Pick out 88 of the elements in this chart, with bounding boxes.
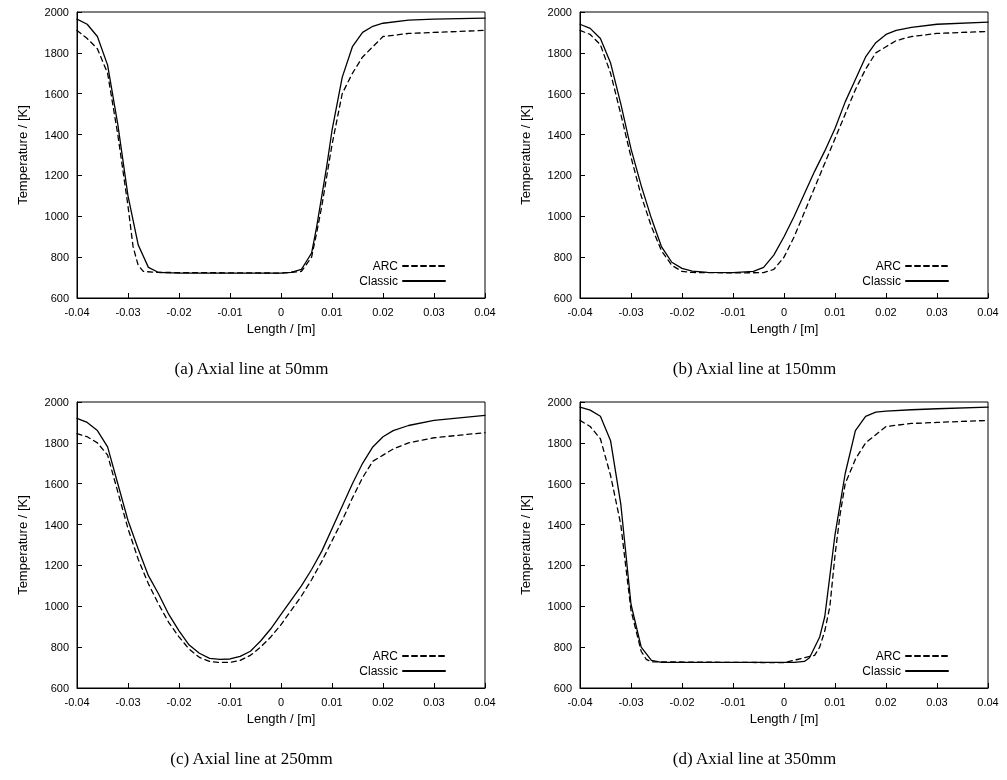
x-tick-label: 0.01 bbox=[824, 695, 846, 708]
x-tick-label: 0.02 bbox=[372, 695, 394, 708]
x-tick-label: 0.03 bbox=[423, 305, 445, 318]
y-tick-label: 800 bbox=[553, 641, 572, 654]
y-tick-label: 1200 bbox=[547, 559, 572, 572]
y-tick-label: 2000 bbox=[547, 6, 572, 18]
y-tick-label: 1800 bbox=[547, 436, 572, 449]
legend-label: ARC bbox=[875, 649, 902, 663]
y-tick-label: 1400 bbox=[547, 128, 572, 141]
x-tick-label: -0.02 bbox=[166, 305, 192, 318]
legend-label: ARC bbox=[372, 259, 399, 273]
y-axis-title: Temperature / [K] bbox=[518, 495, 533, 595]
x-axis-title: Length / [m] bbox=[246, 710, 316, 726]
y-tick-label: 1000 bbox=[547, 600, 572, 613]
y-tick-label: 1800 bbox=[44, 46, 69, 59]
x-tick-label: 0.03 bbox=[926, 695, 948, 708]
y-tick-label: 2000 bbox=[547, 396, 572, 408]
y-tick-label: 1600 bbox=[547, 477, 572, 490]
x-tick-label: 0 bbox=[277, 695, 285, 708]
x-tick-label: 0.04 bbox=[977, 305, 999, 318]
legend-label: ARC bbox=[372, 649, 399, 663]
legend-label: Classic bbox=[862, 664, 901, 678]
x-tick-label: -0.01 bbox=[217, 305, 243, 318]
y-tick-label: 1800 bbox=[547, 46, 572, 59]
y-axis-title: Temperature / [K] bbox=[15, 105, 30, 205]
text: (d) Axial line at 350mm bbox=[672, 749, 837, 768]
y-tick-label: 600 bbox=[50, 682, 69, 694]
x-tick-label: -0.02 bbox=[166, 695, 192, 708]
x-axis-title: Length / [m] bbox=[749, 320, 819, 336]
x-tick-label: 0.04 bbox=[977, 695, 999, 708]
x-tick-label: -0.04 bbox=[64, 695, 90, 708]
x-tick-label: 0.01 bbox=[321, 695, 343, 708]
x-tick-label: 0 bbox=[277, 305, 285, 318]
y-tick-label: 1000 bbox=[44, 210, 69, 223]
text: (b) Axial line at 150mm bbox=[672, 359, 837, 378]
y-tick-label: 1800 bbox=[44, 436, 69, 449]
y-tick-label: 1000 bbox=[547, 210, 572, 223]
x-tick-label: 0.02 bbox=[875, 305, 897, 318]
y-tick-label: 1400 bbox=[44, 128, 69, 141]
y-tick-label: 2000 bbox=[44, 396, 69, 408]
y-tick-label: 1600 bbox=[44, 87, 69, 100]
x-tick-label: -0.01 bbox=[720, 305, 746, 318]
text: (c) Axial line at 250mm bbox=[170, 749, 333, 768]
y-tick-label: 1400 bbox=[44, 518, 69, 531]
y-tick-label: 800 bbox=[553, 251, 572, 264]
legend-label: Classic bbox=[359, 274, 398, 288]
y-axis-title: Temperature / [K] bbox=[518, 105, 533, 205]
x-tick-label: 0 bbox=[780, 695, 788, 708]
x-tick-label: 0.04 bbox=[474, 695, 496, 708]
x-tick-label: -0.03 bbox=[618, 695, 644, 708]
y-tick-label: 1000 bbox=[44, 600, 69, 613]
x-tick-label: 0.01 bbox=[321, 305, 343, 318]
y-tick-label: 1200 bbox=[547, 169, 572, 182]
y-tick-label: 1600 bbox=[547, 87, 572, 100]
text: (a) Axial line at 50mm bbox=[174, 359, 329, 378]
x-tick-label: 0 bbox=[780, 305, 788, 318]
x-tick-label: -0.04 bbox=[567, 305, 593, 318]
y-tick-label: 600 bbox=[553, 292, 572, 304]
x-tick-label: -0.01 bbox=[720, 695, 746, 708]
y-tick-label: 600 bbox=[50, 292, 69, 304]
y-axis-title: Temperature / [K] bbox=[15, 495, 30, 595]
y-tick-label: 1200 bbox=[44, 169, 69, 182]
x-tick-label: -0.01 bbox=[217, 695, 243, 708]
x-tick-label: -0.03 bbox=[115, 695, 141, 708]
x-tick-label: 0.02 bbox=[372, 305, 394, 318]
x-tick-label: -0.02 bbox=[669, 305, 695, 318]
x-tick-label: -0.04 bbox=[567, 695, 593, 708]
x-tick-label: 0.01 bbox=[824, 305, 846, 318]
y-tick-label: 1600 bbox=[44, 477, 69, 490]
x-tick-label: -0.02 bbox=[669, 695, 695, 708]
y-tick-label: 800 bbox=[50, 251, 69, 264]
x-tick-label: 0.03 bbox=[423, 695, 445, 708]
y-tick-label: 600 bbox=[553, 682, 572, 694]
legend-label: ARC bbox=[875, 259, 902, 273]
legend-label: Classic bbox=[359, 664, 398, 678]
y-tick-label: 800 bbox=[50, 641, 69, 654]
legend-label: Classic bbox=[862, 274, 901, 288]
y-tick-label: 2000 bbox=[44, 6, 69, 18]
y-tick-label: 1200 bbox=[44, 559, 69, 572]
x-tick-label: 0.02 bbox=[875, 695, 897, 708]
x-tick-label: -0.04 bbox=[64, 305, 90, 318]
x-tick-label: -0.03 bbox=[618, 305, 644, 318]
x-tick-label: 0.03 bbox=[926, 305, 948, 318]
x-axis-title: Length / [m] bbox=[246, 320, 316, 336]
x-tick-label: -0.03 bbox=[115, 305, 141, 318]
y-tick-label: 1400 bbox=[547, 518, 572, 531]
x-axis-title: Length / [m] bbox=[749, 710, 819, 726]
x-tick-label: 0.04 bbox=[474, 305, 496, 318]
